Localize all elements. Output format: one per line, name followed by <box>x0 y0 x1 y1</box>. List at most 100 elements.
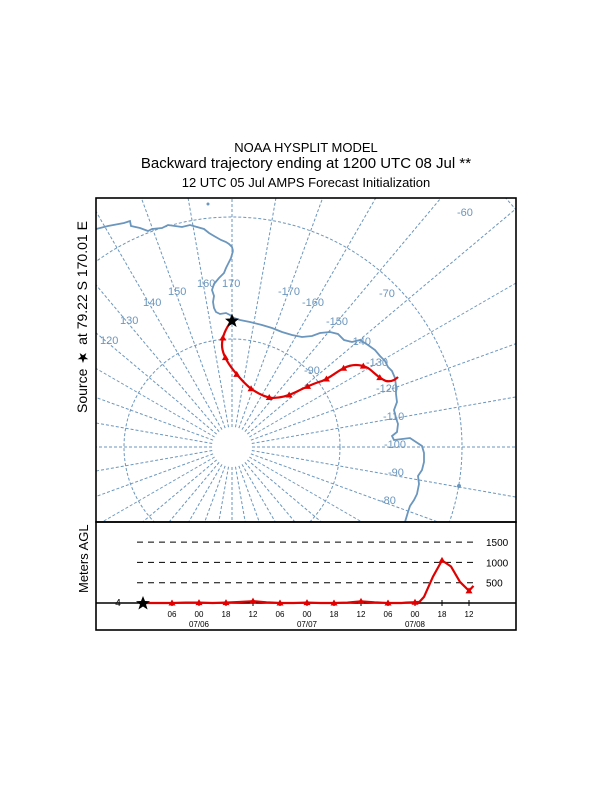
meridian-line <box>96 332 218 435</box>
height-marker <box>357 597 365 604</box>
trajectory-marker <box>340 364 348 371</box>
meridian-label: 120 <box>100 335 118 347</box>
meridian-label: 130 <box>120 315 138 327</box>
date-label: 07/08 <box>405 620 426 629</box>
meridian-line <box>101 456 215 522</box>
trajectory-marker <box>233 370 241 377</box>
x-tick-label: 12 <box>249 610 258 619</box>
meridian-line <box>168 461 220 522</box>
meridian-grid <box>96 198 516 522</box>
x-tick-label: 12 <box>357 610 366 619</box>
height-marker <box>276 599 284 606</box>
meridian-line <box>204 465 226 522</box>
initialization-label: 12 UTC 05 Jul AMPS Forecast Initializati… <box>181 175 431 190</box>
date-label: 07/06 <box>189 620 210 629</box>
meridian-label: -70 <box>379 288 395 300</box>
height-marker <box>384 599 392 606</box>
meridian-line <box>238 198 324 429</box>
meridian-line <box>246 208 516 435</box>
meridian-line <box>246 459 322 522</box>
meridian-line <box>96 368 215 438</box>
height-marker <box>195 599 203 606</box>
meridian-line <box>96 397 214 441</box>
trajectory-marker <box>219 334 227 341</box>
parallel-grid <box>96 198 516 522</box>
trajectory-marker <box>221 354 229 361</box>
meridian-label: -90 <box>304 365 320 377</box>
island-dot <box>206 202 210 206</box>
trajectory-marker <box>285 391 293 398</box>
height-gridline-label: 1500 <box>486 538 509 549</box>
parallel-circle <box>96 216 463 522</box>
meridian-label: -160 <box>302 297 324 309</box>
height-panel: 500 1000 1500 06 00 18 12 06 00 18 12 06 00 18 12 07/0… <box>96 538 516 629</box>
x-tick-label: 00 <box>411 610 420 619</box>
height-frame <box>95 521 517 631</box>
meridian-line <box>234 466 246 522</box>
height-profile-line <box>145 558 475 605</box>
x-tick-label: 18 <box>438 610 447 619</box>
meridian-label: 170 <box>222 278 240 290</box>
parallel-circle <box>123 338 341 522</box>
meridian-line <box>96 284 220 433</box>
x-tick-label: 06 <box>384 610 393 619</box>
meridian-line <box>238 465 260 522</box>
height-source-star-icon <box>136 596 150 610</box>
trajectory-marker <box>376 374 384 381</box>
x-tick-label: 00 <box>195 610 204 619</box>
meridian-label: 140 <box>143 297 161 309</box>
coastline-ross-west <box>211 250 425 522</box>
meridian-label: 150 <box>168 286 186 298</box>
meridian-label: -110 <box>383 411 404 423</box>
height-gridline-label: 500 <box>486 579 503 590</box>
x-tick-label: 06 <box>168 610 177 619</box>
x-tick-label: 00 <box>303 610 312 619</box>
meridian-line <box>251 449 516 498</box>
height-marker <box>465 587 473 594</box>
meridian-line <box>250 343 516 441</box>
meridian-line <box>140 198 226 429</box>
meridian-line <box>218 466 230 522</box>
meridian-line <box>244 198 442 433</box>
meridian-line <box>234 198 277 428</box>
trajectory-marker <box>322 375 330 382</box>
trajectory-marker <box>304 382 312 389</box>
trajectory-marker <box>247 385 255 392</box>
meridian-line <box>241 464 276 522</box>
x-tick-label: 12 <box>465 610 474 619</box>
trajectory-marker <box>265 394 273 401</box>
meridian-line <box>250 453 439 522</box>
meridian-line <box>249 282 516 438</box>
x-tick-label: 18 <box>330 610 339 619</box>
meridian-line <box>96 211 223 430</box>
meridian-label: -60 <box>457 207 473 219</box>
meridian-label: -150 <box>326 316 348 328</box>
height-gridline-label: 1000 <box>486 558 509 569</box>
model-title: NOAA HYSPLIT MODEL <box>234 140 378 155</box>
pole-hole <box>212 427 252 467</box>
meridian-label: -80 <box>380 495 396 507</box>
island-dot <box>457 484 461 488</box>
height-marker <box>438 556 446 563</box>
date-label: 07/07 <box>297 620 318 629</box>
height-marker <box>303 599 311 606</box>
trajectory-marker <box>359 362 367 369</box>
meridian-label: -90 <box>388 467 404 479</box>
height-marker <box>222 599 230 606</box>
trajectory-markers <box>219 334 384 401</box>
meridian-line <box>241 198 377 430</box>
meridian-line <box>244 461 296 522</box>
meridian-label: -120 <box>376 383 398 395</box>
x-tick-label: 18 <box>222 610 231 619</box>
meridian-label: 160 <box>197 278 215 290</box>
meridian-label: -140 <box>349 336 371 348</box>
source-star-icon <box>225 313 239 327</box>
coastline-top <box>96 219 234 252</box>
meridian-line <box>188 464 223 522</box>
meridian-line <box>142 459 218 522</box>
height-marker <box>411 598 419 605</box>
x-tick-label: 06 <box>276 610 285 619</box>
